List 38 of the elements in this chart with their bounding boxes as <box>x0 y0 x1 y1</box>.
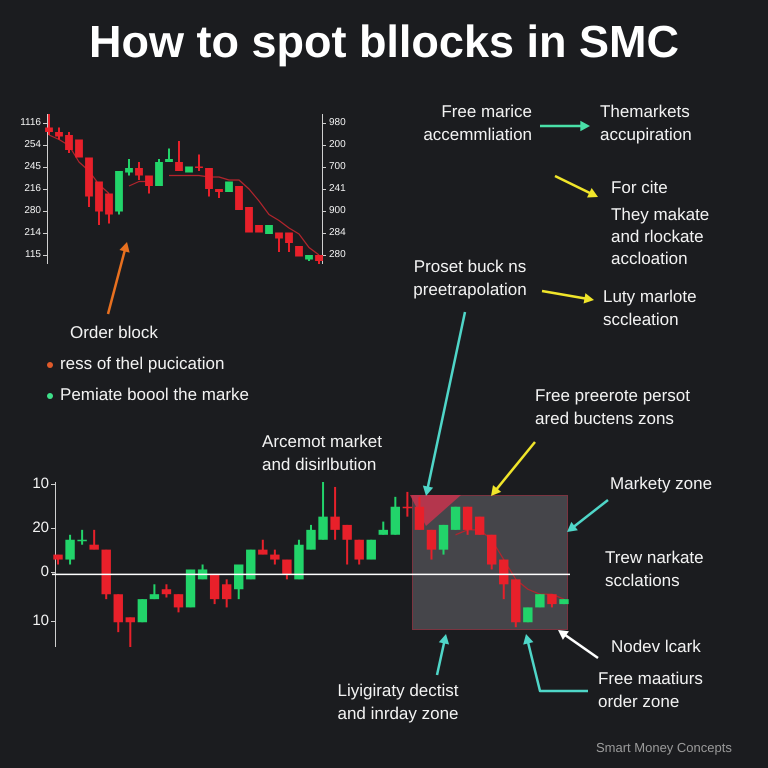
text: Trew narkate scclations <box>605 548 704 590</box>
text: Free marice accemmliation <box>423 102 532 144</box>
text: Proset buck ns preetrapolation <box>413 257 527 299</box>
candlestick <box>195 154 203 171</box>
text: Order block <box>70 323 158 342</box>
text: Free maatiurs order zone <box>598 669 703 711</box>
text: Smart Money Concepts <box>596 740 732 755</box>
text: 280 <box>329 249 346 260</box>
text: Free preerote persot ared buctens zons <box>535 386 690 428</box>
text: 214 <box>24 227 41 238</box>
text: 241 <box>329 183 346 194</box>
text: Liyigiraty dectist and inrday zone <box>338 681 458 723</box>
chart-title: How to spot bllocks in SMC <box>88 16 680 68</box>
text: For cite <box>611 178 668 197</box>
text: 216 <box>24 183 41 194</box>
text: 254 <box>24 139 41 150</box>
text: 20 <box>32 518 49 536</box>
text: Arcemot market and disirlbution <box>262 432 382 474</box>
text: Themarkets accupiration <box>600 102 692 144</box>
text: Pemiate boool the marke <box>60 385 249 404</box>
text: 980 <box>329 117 346 128</box>
text: 700 <box>329 161 346 172</box>
text: 284 <box>329 227 346 238</box>
text: ress of thel pucication <box>60 354 224 373</box>
text: 10 <box>32 612 49 629</box>
text: Markety zone <box>610 474 712 493</box>
text: 0 <box>40 562 49 580</box>
text: 245 <box>24 161 41 172</box>
text: 10 <box>32 474 49 492</box>
text: 900 <box>329 205 346 216</box>
text: 115 <box>25 249 41 260</box>
text: They makate and rlockate accloation <box>611 205 710 268</box>
candlestick <box>402 492 412 517</box>
text: 280 <box>24 205 41 216</box>
text: Nodev lcark <box>611 637 701 656</box>
text: 200 <box>329 139 346 150</box>
text: Luty marlote sccleation <box>603 287 697 329</box>
text: 1116 <box>20 117 41 128</box>
